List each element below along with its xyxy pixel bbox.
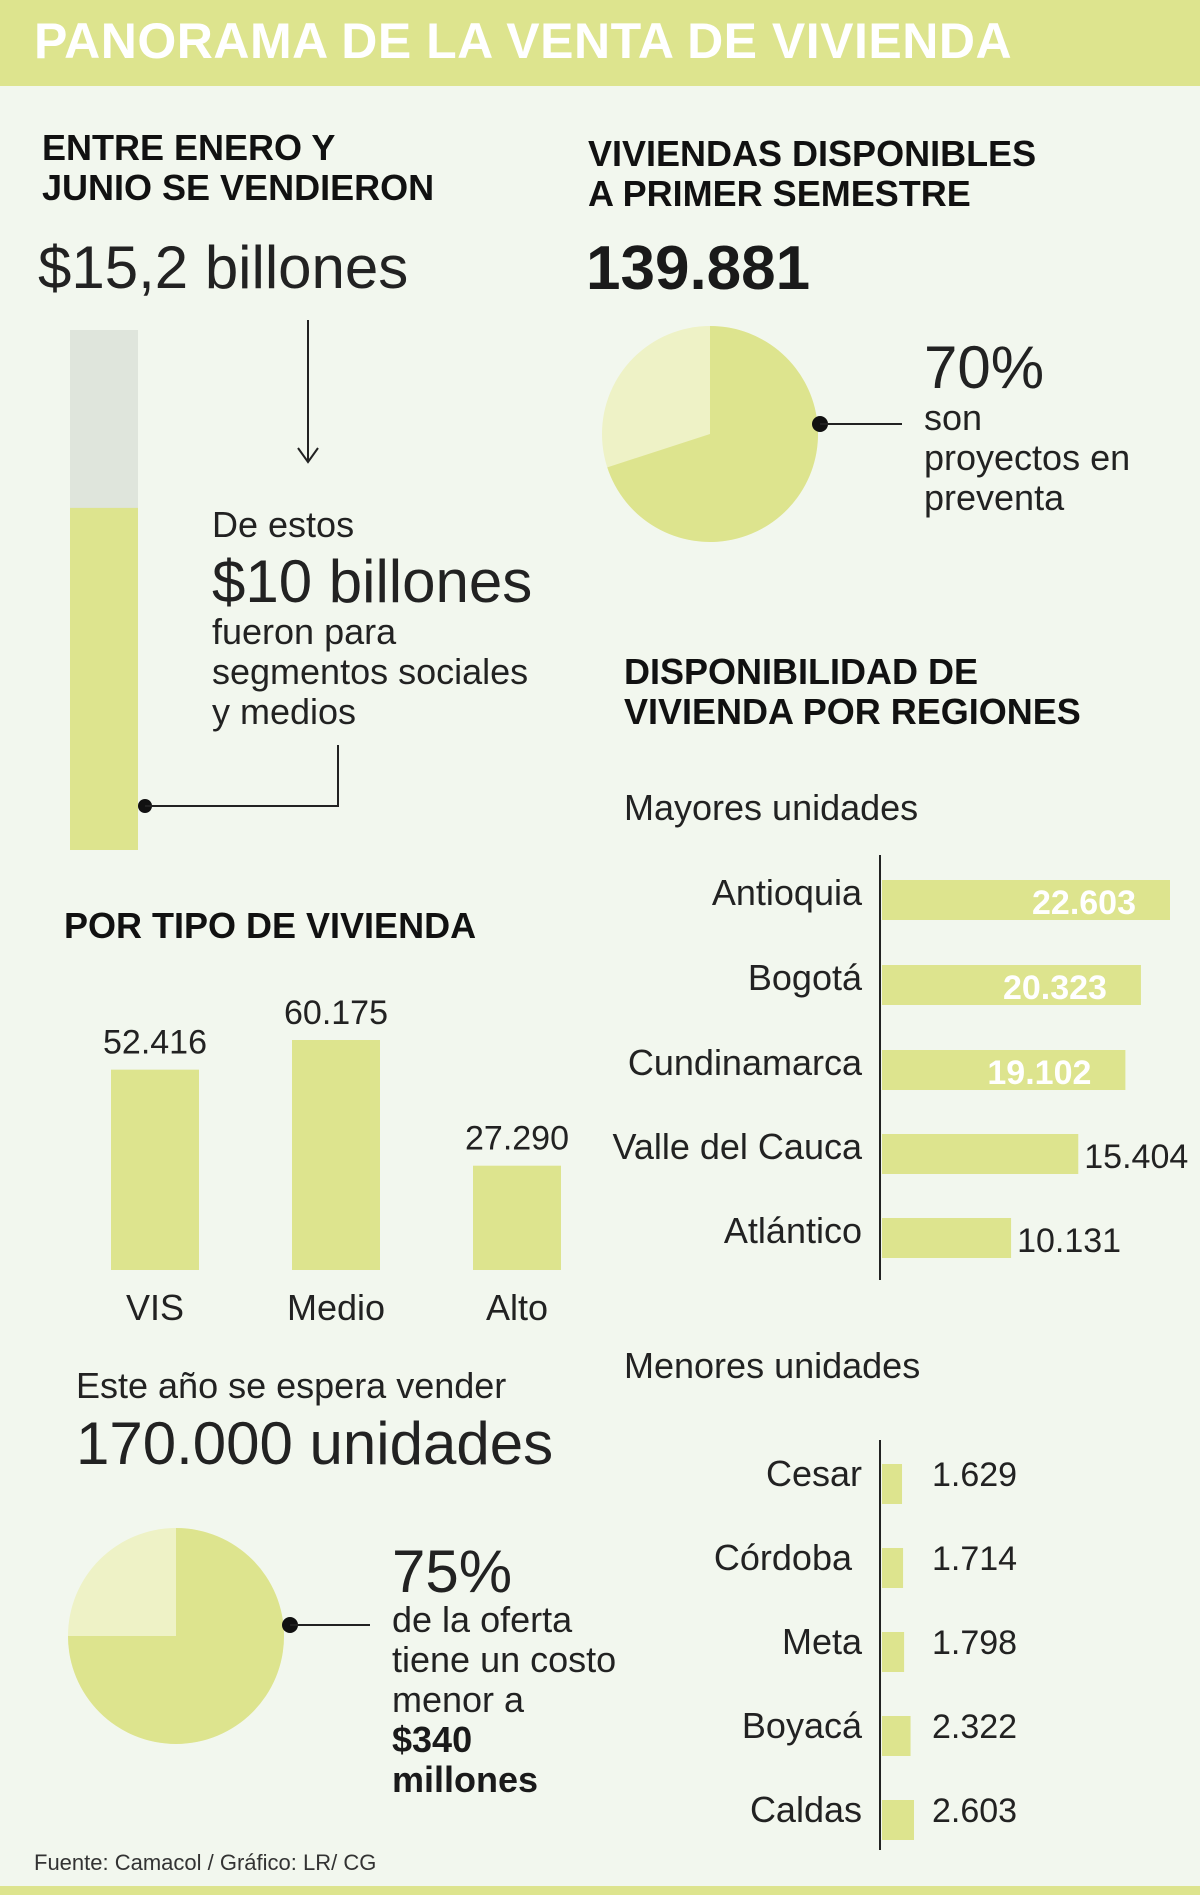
region-bar <box>882 1218 1012 1258</box>
region-bar <box>882 1464 903 1504</box>
bottom-band <box>0 1886 1200 1895</box>
expected-desc-line3: menor a <box>392 1679 525 1720</box>
region-category-label: Cesar <box>766 1453 862 1494</box>
region-category-label: Cundinamarca <box>628 1042 863 1083</box>
type-value-label: 52.416 <box>103 1024 207 1062</box>
region-bar <box>882 1050 1126 1090</box>
type-bar-vis <box>111 1069 199 1270</box>
region-value-label: 20.323 <box>1003 969 1107 1007</box>
type-category-label: VIS <box>126 1287 184 1328</box>
region-bar <box>882 1716 911 1756</box>
subset-desc-line3: y medios <box>212 691 357 732</box>
expected-amount-line2: millones <box>392 1759 539 1800</box>
preventa-pie-slice-main <box>607 326 818 542</box>
source-note: Fuente: Camacol / Gráfico: LR/ CG <box>34 1850 377 1875</box>
type-category-label: Medio <box>287 1287 385 1328</box>
sales-total: $15,2 billones <box>38 234 409 301</box>
type-bar-medio <box>292 1040 380 1270</box>
available-desc-line3: preventa <box>924 477 1065 518</box>
region-value-label: 1.629 <box>932 1456 1017 1494</box>
region-bar <box>882 1548 904 1588</box>
connector-line <box>145 745 339 807</box>
available-desc-line2: proyectos en <box>924 437 1131 478</box>
type-value-label: 60.175 <box>284 994 388 1032</box>
title-band <box>0 0 1200 86</box>
regions-heading-line1: DISPONIBILIDAD DE <box>624 651 979 692</box>
region-value-label: 1.798 <box>932 1624 1017 1662</box>
region-category-label: Valle del Cauca <box>613 1126 863 1167</box>
arrow-head-icon <box>297 447 319 464</box>
region-category-label: Antioquia <box>712 872 863 913</box>
expected-desc-line2: tiene un costo <box>392 1639 617 1680</box>
region-bar <box>882 880 1170 920</box>
subset-value: $10 billones <box>212 548 533 615</box>
region-category-label: Caldas <box>750 1789 862 1830</box>
region-category-label: Meta <box>782 1621 863 1662</box>
region-bar <box>882 965 1141 1005</box>
region-value-label: 10.131 <box>1017 1222 1121 1260</box>
page-title: PANORAMA DE LA VENTA DE VIVIENDA <box>34 13 1013 69</box>
available-percent: 70% <box>924 334 1045 401</box>
available-desc-line1: son <box>924 397 983 438</box>
region-value-label: 1.714 <box>932 1540 1017 1578</box>
region-value-label: 19.102 <box>987 1054 1091 1092</box>
region-value-label: 15.404 <box>1084 1138 1188 1176</box>
preventa-pie-slices <box>602 326 818 542</box>
region-bar <box>882 1134 1079 1174</box>
top-region-bars: Antioquia 22.603 Bogotá 20.323 Cundinamarca 1… <box>613 872 1189 1260</box>
expected-amount-line1: $340 <box>392 1719 473 1760</box>
expected-percent: 75% <box>392 1538 513 1605</box>
type-bars: 52.416 VIS 60.175 Medio 27.290 Alto <box>103 994 569 1328</box>
expected-units: 170.000 unidades <box>76 1410 554 1477</box>
region-category-label: Boyacá <box>742 1705 863 1746</box>
oferta-pie-slices <box>68 1528 284 1744</box>
expected-intro: Este año se espera vender <box>76 1365 507 1406</box>
type-category-label: Alto <box>486 1287 548 1328</box>
subset-desc-line2: segmentos sociales <box>212 651 529 692</box>
subset-desc-line1: fueron para <box>212 611 397 652</box>
region-value-label: 22.603 <box>1032 884 1136 922</box>
sales-heading-line1: ENTRE ENERO Y <box>42 127 336 168</box>
type-heading: POR TIPO DE VIVIENDA <box>64 905 477 946</box>
type-bar-alto <box>473 1165 561 1270</box>
regions-heading-line2: VIVIENDA POR REGIONES <box>624 691 1081 732</box>
bottom-region-bars: Cesar 1.629 Córdoba 1.714 Meta 1.798 Boyacá 2.3… <box>714 1453 1017 1840</box>
sales-bar-subset <box>70 507 138 850</box>
sales-heading-line2: JUNIO SE VENDIERON <box>42 167 435 208</box>
available-total: 139.881 <box>586 234 811 303</box>
available-heading-line2: A PRIMER SEMESTRE <box>588 173 971 214</box>
region-category-label: Bogotá <box>748 957 863 998</box>
region-category-label: Atlántico <box>724 1210 862 1251</box>
region-bar <box>882 1800 914 1840</box>
subset-intro: De estos <box>212 504 355 545</box>
regions-top-label: Mayores unidades <box>624 787 919 828</box>
region-value-label: 2.322 <box>932 1708 1017 1746</box>
available-heading-line1: VIVIENDAS DISPONIBLES <box>588 133 1037 174</box>
regions-bottom-label: Menores unidades <box>624 1345 921 1386</box>
region-category-label: Córdoba <box>714 1537 853 1578</box>
region-value-label: 2.603 <box>932 1792 1017 1830</box>
type-value-label: 27.290 <box>465 1120 569 1158</box>
oferta-pie-slice-main <box>68 1528 284 1744</box>
expected-desc-line1: de la oferta <box>392 1599 573 1640</box>
region-bar <box>882 1632 905 1672</box>
